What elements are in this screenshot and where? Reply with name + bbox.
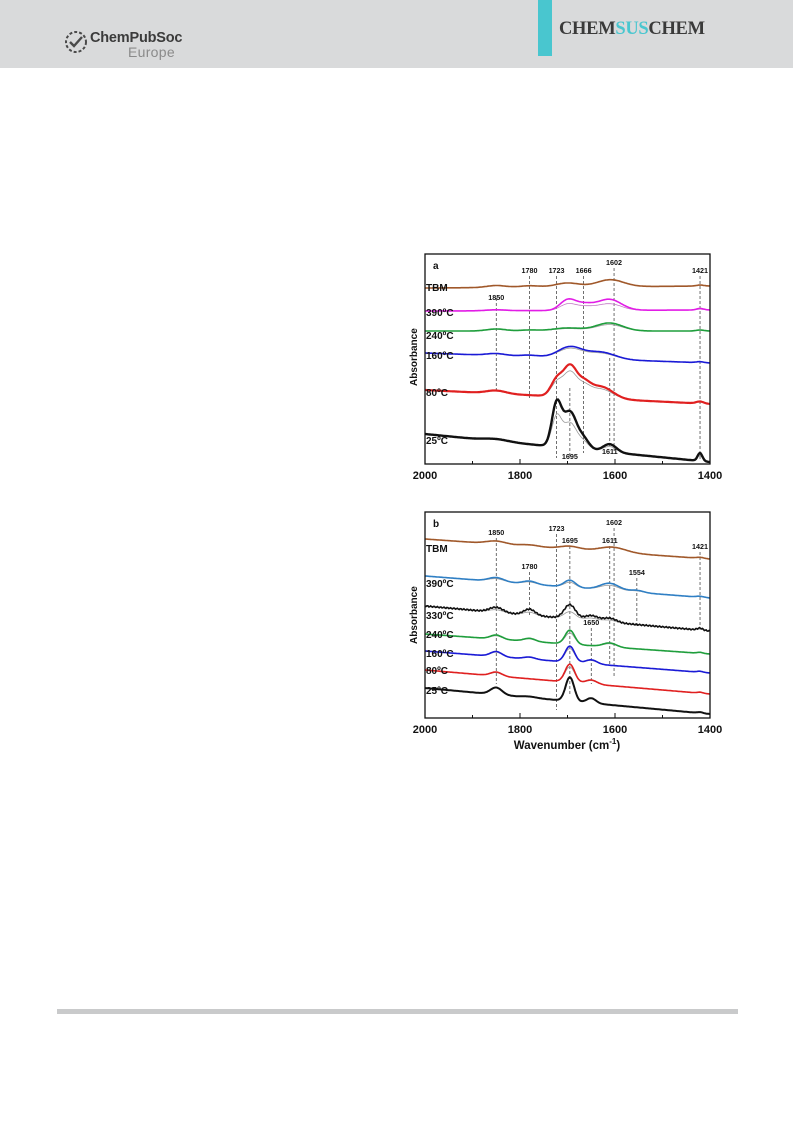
series-line xyxy=(424,663,711,695)
publisher-logo: ChemPubSoc Europe xyxy=(62,26,192,62)
series-line xyxy=(425,345,711,364)
x-axis-label-sup: -1 xyxy=(609,737,617,746)
header-bar: ChemPubSoc Europe CHEMSUSCHEM xyxy=(0,0,793,68)
peak-label: 1850 xyxy=(488,528,504,537)
series-line xyxy=(425,278,711,289)
series-label: 80ºC xyxy=(426,666,448,677)
peak-label: 1602 xyxy=(606,258,622,267)
series-line xyxy=(424,538,711,560)
ftir-chart-b: b Absorbance 2000 1800 1600 1400 1850 1723 16… xyxy=(409,511,722,752)
series-label: 390ºC xyxy=(426,308,454,319)
series-line xyxy=(424,629,711,655)
series-line xyxy=(424,575,711,599)
peak-label: 1421 xyxy=(692,266,708,275)
peak-label: 1780 xyxy=(522,562,538,571)
x-axis-label: Wavenumber (cm-1) xyxy=(514,737,621,752)
series-reference-line xyxy=(425,370,710,405)
peak-label: 1723 xyxy=(549,266,565,275)
publisher-region: Europe xyxy=(128,44,175,60)
peak-label: 1695 xyxy=(562,536,578,545)
series-label: 390ºC xyxy=(426,579,454,590)
peak-label: 1611 xyxy=(602,447,618,456)
publisher-emblem-icon xyxy=(65,31,87,53)
series-line xyxy=(424,645,711,674)
peak-label: 1780 xyxy=(522,266,538,275)
x-tick-label: 1600 xyxy=(603,724,627,736)
series-label: 240ºC xyxy=(426,630,454,641)
series-line xyxy=(424,603,711,633)
x-tick-label: 1400 xyxy=(698,470,722,482)
series-label: 330ºC xyxy=(426,611,454,622)
x-tick-label: 2000 xyxy=(413,470,437,482)
journal-title-mid: SUS xyxy=(615,19,649,39)
series-label: TBM xyxy=(426,544,448,555)
series-line xyxy=(424,398,711,464)
peak-label: 1650 xyxy=(583,618,599,627)
series-line xyxy=(425,363,711,405)
panel-label: a xyxy=(433,261,439,272)
x-tick-label: 1800 xyxy=(508,470,532,482)
ftir-chart-a: a Absorbance 2000 1800 1600 1400 1850 1780 17… xyxy=(409,253,722,482)
series-label: 160ºC xyxy=(426,351,454,362)
y-axis-label: Absorbance xyxy=(409,586,420,644)
x-tick-label: 1400 xyxy=(698,724,722,736)
peak-label: 1850 xyxy=(488,293,504,302)
x-tick-label: 1800 xyxy=(508,724,532,736)
series-label: TBM xyxy=(426,283,448,294)
x-axis-label-main: Wavenumber (cm xyxy=(514,740,609,752)
series-label: 25ºC xyxy=(426,436,448,447)
panel-label: b xyxy=(433,519,439,530)
journal-title: CHEMSUSCHEM xyxy=(559,19,705,40)
y-axis-label: Absorbance xyxy=(409,328,420,386)
series-line xyxy=(424,676,711,715)
peak-label: 1611 xyxy=(602,536,618,545)
footer-rule xyxy=(57,1009,738,1014)
peak-label: 1695 xyxy=(562,452,578,461)
peak-label: 1421 xyxy=(692,542,708,551)
journal-title-left: CHEM xyxy=(559,19,616,39)
peak-label: 1602 xyxy=(606,518,622,527)
publisher-name: ChemPubSoc xyxy=(90,30,183,46)
series-label: 160ºC xyxy=(426,649,454,660)
series-line xyxy=(425,322,711,332)
peak-label: 1666 xyxy=(576,266,592,275)
journal-accent-strip xyxy=(538,0,552,56)
series-label: 25ºC xyxy=(426,686,448,697)
journal-title-right: CHEM xyxy=(648,19,705,39)
peak-label: 1723 xyxy=(549,524,565,533)
x-tick-label: 1600 xyxy=(603,470,627,482)
x-axis-label-end: ) xyxy=(616,740,620,752)
peak-label: 1554 xyxy=(629,568,645,577)
series-label: 240ºC xyxy=(426,331,454,342)
x-tick-label: 2000 xyxy=(413,724,437,736)
series-label: 80ºC xyxy=(426,388,448,399)
series-line xyxy=(425,297,711,312)
